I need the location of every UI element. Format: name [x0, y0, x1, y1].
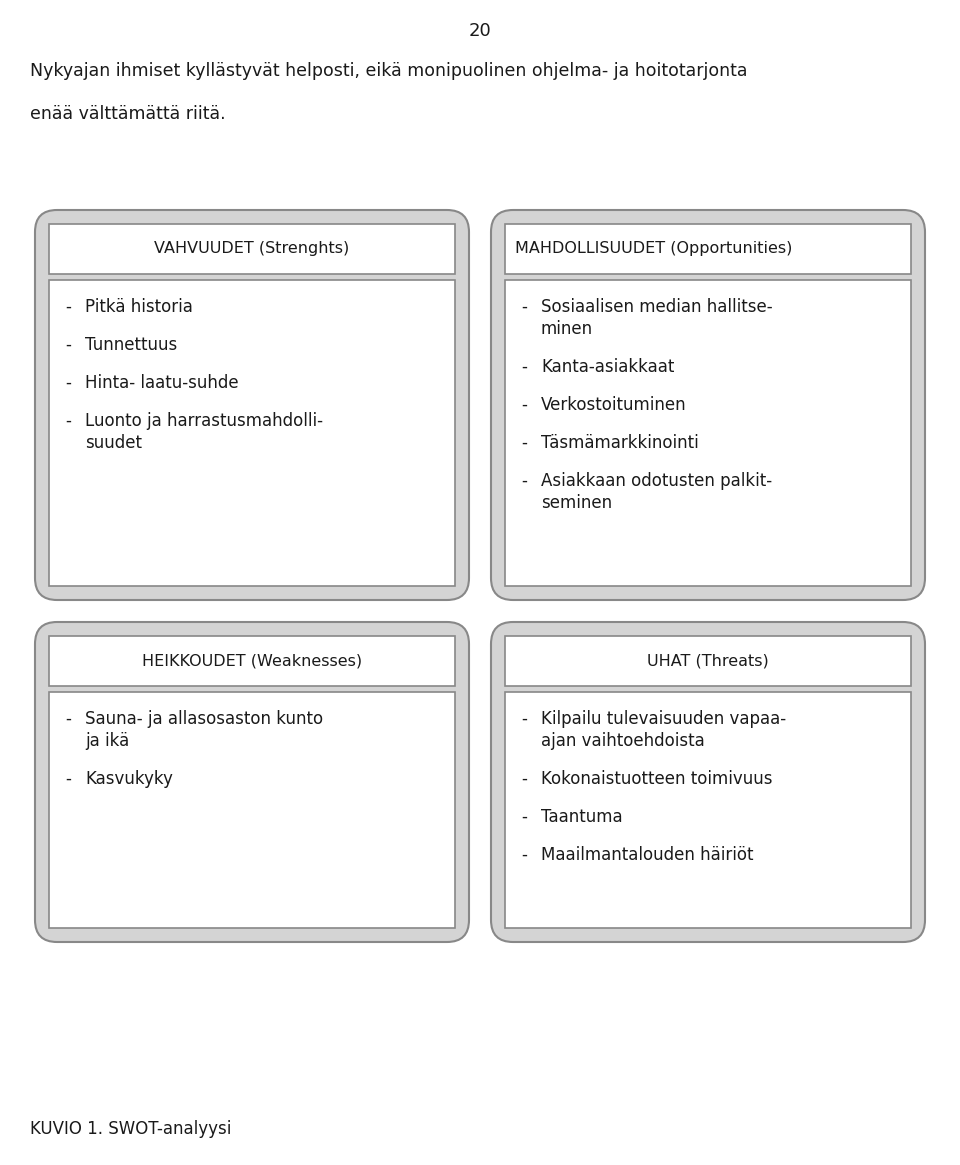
FancyBboxPatch shape [505, 224, 911, 274]
Text: Taantuma: Taantuma [541, 809, 623, 826]
Text: KUVIO 1. SWOT-analyysi: KUVIO 1. SWOT-analyysi [30, 1120, 231, 1138]
Text: -: - [521, 709, 527, 728]
FancyBboxPatch shape [49, 224, 455, 274]
Text: ja ikä: ja ikä [85, 732, 130, 750]
FancyBboxPatch shape [49, 636, 455, 686]
Text: Kilpailu tulevaisuuden vapaa-: Kilpailu tulevaisuuden vapaa- [541, 709, 786, 728]
FancyBboxPatch shape [49, 692, 455, 929]
Text: Verkostoituminen: Verkostoituminen [541, 396, 686, 414]
Text: -: - [65, 298, 71, 316]
Text: -: - [521, 358, 527, 376]
Text: seminen: seminen [541, 494, 612, 511]
FancyBboxPatch shape [505, 692, 911, 929]
Text: HEIKKOUDET (Weaknesses): HEIKKOUDET (Weaknesses) [142, 654, 362, 669]
Text: MAHDOLLISUUDET (Opportunities): MAHDOLLISUUDET (Opportunities) [515, 241, 792, 256]
FancyBboxPatch shape [491, 622, 925, 942]
Text: enää välttämättä riitä.: enää välttämättä riitä. [30, 105, 226, 123]
Text: -: - [521, 435, 527, 452]
Text: -: - [521, 809, 527, 826]
Text: Tunnettuus: Tunnettuus [85, 336, 178, 354]
Text: -: - [65, 770, 71, 788]
Text: Sosiaalisen median hallitse-: Sosiaalisen median hallitse- [541, 298, 773, 316]
Text: suudet: suudet [85, 435, 142, 452]
Text: Täsmämarkkinointi: Täsmämarkkinointi [541, 435, 699, 452]
Text: Nykyajan ihmiset kyllästyvät helposti, eikä monipuolinen ohjelma- ja hoitotarjon: Nykyajan ihmiset kyllästyvät helposti, e… [30, 62, 748, 80]
Text: -: - [521, 846, 527, 864]
FancyBboxPatch shape [49, 280, 455, 586]
FancyBboxPatch shape [505, 636, 911, 686]
Text: -: - [521, 770, 527, 788]
Text: Asiakkaan odotusten palkit-: Asiakkaan odotusten palkit- [541, 472, 772, 490]
Text: UHAT (Threats): UHAT (Threats) [647, 654, 769, 669]
Text: -: - [521, 396, 527, 414]
Text: -: - [65, 336, 71, 354]
Text: Kasvukyky: Kasvukyky [85, 770, 173, 788]
Text: Luonto ja harrastusmahdolli-: Luonto ja harrastusmahdolli- [85, 412, 323, 430]
Text: Kokonaistuotteen toimivuus: Kokonaistuotteen toimivuus [541, 770, 773, 788]
FancyBboxPatch shape [35, 622, 469, 942]
Text: -: - [65, 412, 71, 430]
Text: 20: 20 [468, 22, 492, 40]
Text: -: - [521, 298, 527, 316]
Text: -: - [65, 709, 71, 728]
Text: minen: minen [541, 320, 593, 338]
Text: VAHVUUDET (Strenghts): VAHVUUDET (Strenghts) [155, 241, 349, 256]
Text: -: - [65, 374, 71, 391]
Text: Maailmantalouden häiriöt: Maailmantalouden häiriöt [541, 846, 754, 864]
FancyBboxPatch shape [35, 210, 469, 600]
FancyBboxPatch shape [505, 280, 911, 586]
Text: ajan vaihtoehdoista: ajan vaihtoehdoista [541, 732, 705, 750]
Text: Pitkä historia: Pitkä historia [85, 298, 193, 316]
Text: Hinta- laatu-suhde: Hinta- laatu-suhde [85, 374, 239, 391]
Text: -: - [521, 472, 527, 490]
Text: Kanta-asiakkaat: Kanta-asiakkaat [541, 358, 674, 376]
FancyBboxPatch shape [491, 210, 925, 600]
Text: Sauna- ja allasosaston kunto: Sauna- ja allasosaston kunto [85, 709, 324, 728]
